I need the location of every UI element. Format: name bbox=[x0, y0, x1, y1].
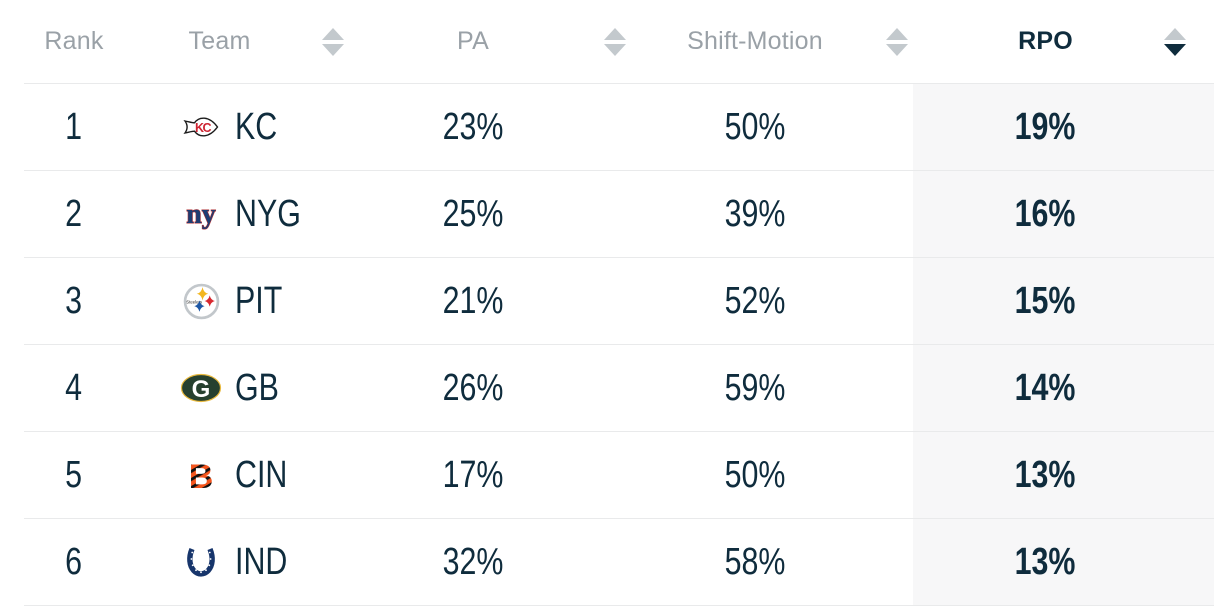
rpo-cell: 13% bbox=[913, 519, 1214, 605]
pa-cell: 17% bbox=[349, 432, 631, 518]
team-abbr: KC bbox=[235, 105, 278, 148]
shift-motion-value: 50% bbox=[724, 105, 786, 148]
kansas-city-chiefs-logo-icon: KC bbox=[180, 107, 222, 147]
svg-text:B: B bbox=[189, 459, 214, 492]
sort-icon bbox=[886, 27, 908, 56]
shift-motion-cell: 50% bbox=[631, 432, 913, 518]
svg-text:KC: KC bbox=[195, 121, 212, 135]
rank-value: 1 bbox=[65, 105, 83, 148]
rpo-value: 19% bbox=[1015, 105, 1076, 148]
rank-cell: 1 bbox=[24, 84, 124, 170]
table-header-row: Rank Team PA Shift-Motion RPO bbox=[24, 0, 1214, 84]
rank-cell: 4 bbox=[24, 345, 124, 431]
shift-motion-cell: 52% bbox=[631, 258, 913, 344]
pa-cell: 23% bbox=[349, 84, 631, 170]
team-cell: ny NYG bbox=[124, 171, 349, 257]
rank-value: 4 bbox=[65, 366, 83, 409]
rpo-cell: 14% bbox=[913, 345, 1214, 431]
table-row: 2 ny NYG 25% 39% 16% bbox=[24, 171, 1214, 258]
rpo-cell: 16% bbox=[913, 171, 1214, 257]
rank-cell: 2 bbox=[24, 171, 124, 257]
rpo-value: 15% bbox=[1015, 279, 1076, 322]
pa-cell: 25% bbox=[349, 171, 631, 257]
indianapolis-colts-logo-icon bbox=[180, 542, 222, 582]
shift-motion-cell: 58% bbox=[631, 519, 913, 605]
shift-motion-cell: 59% bbox=[631, 345, 913, 431]
team-abbr: CIN bbox=[235, 453, 288, 496]
svg-text:ny: ny bbox=[186, 199, 216, 230]
team-cell: G GB bbox=[124, 345, 349, 431]
table-row: 1 KC KC 23% 50% 19% bbox=[24, 84, 1214, 171]
rank-value: 5 bbox=[65, 453, 83, 496]
pa-value: 26% bbox=[442, 366, 504, 409]
rpo-value: 13% bbox=[1015, 540, 1076, 583]
column-label-shift-motion: Shift-Motion bbox=[687, 27, 823, 55]
svg-text:Steelers: Steelers bbox=[186, 299, 202, 304]
pa-cell: 26% bbox=[349, 345, 631, 431]
sort-desc-icon bbox=[1164, 27, 1186, 56]
pa-value: 17% bbox=[442, 453, 504, 496]
sort-icon bbox=[322, 27, 344, 56]
shift-motion-cell: 39% bbox=[631, 171, 913, 257]
column-label-rank: Rank bbox=[44, 27, 104, 55]
cincinnati-bengals-logo-icon: B bbox=[180, 455, 222, 495]
column-header-team[interactable]: Team bbox=[124, 0, 349, 83]
column-label-team: Team bbox=[188, 27, 251, 55]
table-row: 6 IND 32% 58% 13% bbox=[24, 519, 1214, 606]
rank-cell: 3 bbox=[24, 258, 124, 344]
table-row: 3 Steelers PIT 21% 52% 15% bbox=[24, 258, 1214, 345]
pa-cell: 32% bbox=[349, 519, 631, 605]
shift-motion-value: 59% bbox=[724, 366, 786, 409]
shift-motion-value: 58% bbox=[724, 540, 786, 583]
column-header-rank: Rank bbox=[24, 0, 124, 83]
rpo-value: 16% bbox=[1015, 192, 1076, 235]
shift-motion-value: 39% bbox=[724, 192, 786, 235]
team-cell: B CIN bbox=[124, 432, 349, 518]
rpo-cell: 13% bbox=[913, 432, 1214, 518]
shift-motion-value: 52% bbox=[724, 279, 786, 322]
new-york-giants-logo-icon: ny bbox=[180, 194, 222, 234]
rank-cell: 6 bbox=[24, 519, 124, 605]
pa-value: 23% bbox=[442, 105, 504, 148]
pittsburgh-steelers-logo-icon: Steelers bbox=[180, 281, 222, 321]
pa-value: 32% bbox=[442, 540, 504, 583]
rpo-value: 14% bbox=[1015, 366, 1076, 409]
sort-icon bbox=[604, 27, 626, 56]
shift-motion-value: 50% bbox=[724, 453, 786, 496]
rank-value: 6 bbox=[65, 540, 83, 583]
team-abbr: PIT bbox=[235, 279, 283, 322]
table-row: 5 B CIN 17% 50% 13% bbox=[24, 432, 1214, 519]
rpo-value: 13% bbox=[1015, 453, 1076, 496]
team-cell: IND bbox=[124, 519, 349, 605]
pa-cell: 21% bbox=[349, 258, 631, 344]
green-bay-packers-logo-icon: G bbox=[180, 368, 222, 408]
shift-motion-cell: 50% bbox=[631, 84, 913, 170]
column-label-rpo: RPO bbox=[1018, 27, 1073, 55]
svg-text:G: G bbox=[192, 376, 211, 403]
rpo-cell: 15% bbox=[913, 258, 1214, 344]
rank-value: 2 bbox=[65, 192, 83, 235]
column-header-rpo[interactable]: RPO bbox=[913, 0, 1214, 83]
team-abbr: NYG bbox=[235, 192, 301, 235]
team-abbr: GB bbox=[235, 366, 279, 409]
rpo-cell: 19% bbox=[913, 84, 1214, 170]
pa-value: 21% bbox=[442, 279, 504, 322]
team-abbr: IND bbox=[235, 540, 288, 583]
team-cell: Steelers PIT bbox=[124, 258, 349, 344]
column-header-pa[interactable]: PA bbox=[349, 0, 631, 83]
team-cell: KC KC bbox=[124, 84, 349, 170]
pa-value: 25% bbox=[442, 192, 504, 235]
rank-value: 3 bbox=[65, 279, 83, 322]
table-row: 4 G GB 26% 59% 14% bbox=[24, 345, 1214, 432]
column-header-shift-motion[interactable]: Shift-Motion bbox=[631, 0, 913, 83]
column-label-pa: PA bbox=[457, 27, 489, 55]
rank-cell: 5 bbox=[24, 432, 124, 518]
